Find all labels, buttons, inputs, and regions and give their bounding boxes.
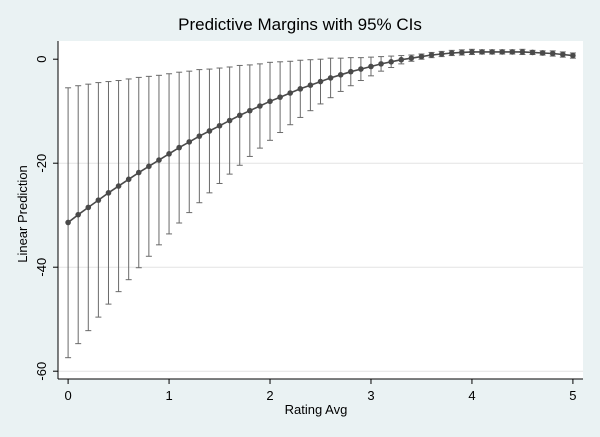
data-point	[125, 176, 132, 183]
data-point	[317, 78, 324, 85]
axes: 0 -20 -40 -60 0 1 2 3 4 5	[34, 41, 583, 403]
data-point	[408, 55, 415, 61]
data-point	[236, 112, 243, 119]
x-tick-label: 3	[367, 388, 374, 403]
data-point	[186, 139, 193, 145]
data-point	[307, 82, 314, 88]
x-tick-label: 4	[468, 388, 475, 403]
data-point	[570, 52, 576, 59]
data-point	[358, 66, 364, 72]
x-axis-label: Rating Avg	[285, 402, 348, 417]
data-point	[267, 98, 273, 105]
data-point	[489, 49, 495, 55]
y-tick-label: 0	[34, 56, 49, 63]
data-point	[135, 169, 142, 176]
data-point	[166, 151, 172, 157]
data-point	[469, 49, 475, 55]
data-point	[337, 72, 344, 78]
data-point	[398, 56, 405, 63]
data-point	[216, 122, 223, 129]
data-point	[388, 59, 394, 65]
data-point	[378, 61, 384, 67]
data-point	[368, 63, 374, 70]
data-point	[327, 75, 334, 81]
data-point	[146, 163, 152, 170]
data-point	[529, 49, 536, 56]
data-point	[519, 49, 526, 55]
data-point	[156, 157, 162, 163]
x-tick-label: 0	[64, 388, 71, 403]
data-point	[459, 49, 465, 56]
data-point	[479, 49, 485, 55]
y-axis-label: Linear Prediction	[15, 165, 30, 263]
data-point	[277, 94, 283, 100]
data-point	[539, 50, 546, 56]
y-tick-label: -60	[34, 362, 49, 381]
data-point	[499, 49, 506, 55]
data-point	[247, 107, 253, 114]
x-tick-label: 2	[266, 388, 273, 403]
y-tick-label: -40	[34, 258, 49, 277]
data-point	[95, 197, 102, 203]
data-point	[287, 90, 294, 96]
data-point	[509, 49, 516, 55]
data-point	[196, 133, 203, 139]
data-point	[105, 190, 112, 196]
data-point	[560, 51, 566, 58]
data-point	[257, 103, 263, 109]
x-tick-label: 5	[569, 388, 576, 403]
data-point	[418, 53, 425, 60]
grid-lines	[58, 162, 583, 372]
chart-title: Predictive Margins with 95% CIs	[178, 15, 422, 34]
data-point	[176, 144, 182, 151]
data-point	[297, 86, 304, 92]
data-point	[438, 51, 445, 57]
data-point	[206, 128, 213, 134]
data-point	[347, 68, 354, 75]
series-markers	[65, 49, 576, 226]
data-point	[115, 183, 122, 189]
y-tick-label: -20	[34, 154, 49, 173]
data-point	[549, 50, 556, 57]
data-point	[65, 219, 71, 226]
data-point	[75, 211, 81, 218]
x-tick-label: 1	[165, 388, 172, 403]
data-point	[85, 204, 92, 211]
data-point	[448, 50, 455, 56]
data-point	[428, 52, 435, 58]
data-point	[226, 117, 233, 124]
